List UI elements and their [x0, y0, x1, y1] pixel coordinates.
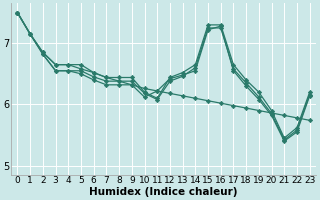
X-axis label: Humidex (Indice chaleur): Humidex (Indice chaleur) [89, 187, 238, 197]
